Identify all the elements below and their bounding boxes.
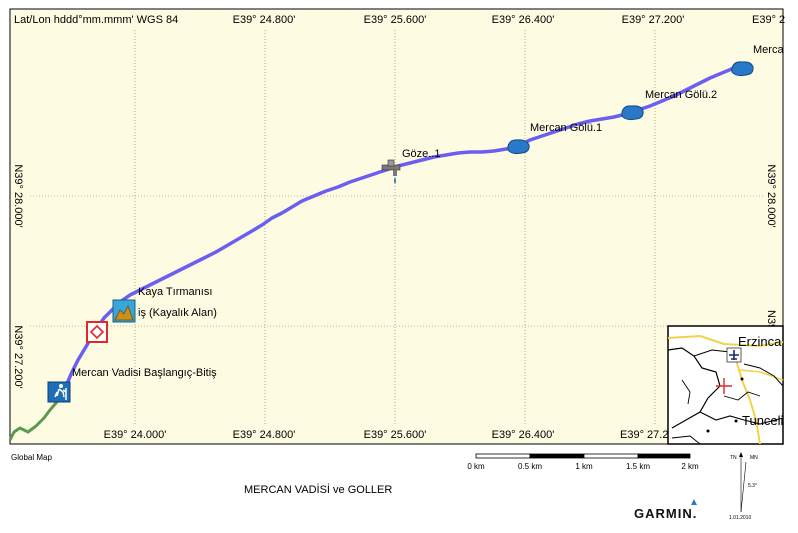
top-lon-label: E39° 25.600' — [364, 14, 427, 26]
bottom-lon-label: E39° 26.400' — [492, 429, 555, 441]
scale-label: 0 km — [467, 462, 485, 471]
waypoint-lake-3[interactable]: Merca — [731, 44, 784, 77]
inset-city-label: Tunceli — [742, 413, 784, 428]
scale-bar: 0 km 0.5 km 1 km 1.5 km 2 km — [467, 453, 699, 471]
date-label: 1.01.2010 — [729, 515, 751, 521]
waypoint-marker[interactable] — [86, 321, 108, 343]
map-title: MERCAN VADİSİ ve GOLLER — [244, 483, 392, 496]
waypoint-start[interactable]: Mercan Vadisi Başlangıç-Bitiş — [47, 367, 217, 403]
spring-faucet-icon — [381, 159, 401, 184]
magnetic-north-label: MN — [750, 455, 758, 461]
waypoint-label: Göze..1 — [402, 148, 441, 160]
waypoint-label: Mercan Gölü.2 — [645, 89, 717, 101]
bottom-lon-label: E39° 24.800' — [233, 429, 296, 441]
north-arrow: TN MN 5.3° 1.01.2010 — [729, 452, 758, 521]
lake-icon — [731, 61, 754, 77]
waypoint-lake-1[interactable]: Mercan Gölü.1 — [507, 122, 602, 155]
basemap-label: Global Map — [11, 453, 52, 462]
true-north-label: TN — [730, 455, 737, 461]
lake-icon — [621, 105, 644, 121]
map-area[interactable] — [9, 8, 784, 445]
bottom-lon-label: E39° 24.000' — [104, 429, 167, 441]
bottom-lon-label: E39° 27.2 — [620, 429, 668, 441]
lake-icon — [507, 139, 530, 155]
diamond-marker-icon — [86, 321, 108, 343]
declination-label: 5.3° — [748, 483, 757, 489]
top-lon-label: E39° 2 — [752, 14, 785, 26]
garmin-logo: GARMIN. — [634, 499, 697, 521]
waypoint-lake-2[interactable]: Mercan Gölü.2 — [621, 89, 717, 121]
waypoint-label: Kaya Tırmanısı — [138, 286, 212, 298]
waypoint-spring[interactable]: Göze..1 — [381, 148, 441, 184]
left-lat-label: N39° 27.200' — [12, 325, 24, 388]
scale-label: 1 km — [575, 462, 593, 471]
waypoint-label: iş (Kayalık Alan) — [138, 307, 217, 319]
bottom-lon-label: E39° 25.600' — [364, 429, 427, 441]
scale-label: 1.5 km — [626, 462, 650, 471]
datum-label: Lat/Lon hddd°mm.mmm' WGS 84 — [14, 14, 178, 26]
top-lon-label: E39° 24.800' — [233, 14, 296, 26]
scale-label: 2 km — [681, 462, 699, 471]
hiker-icon — [47, 381, 71, 403]
overview-inset[interactable]: Erzinca Tunceli — [667, 325, 784, 445]
right-lat-label: N39° 28.000' — [765, 164, 777, 227]
waypoint-label: Mercan Gölü.1 — [530, 122, 602, 134]
inset-city-label: Erzinca — [738, 334, 782, 349]
top-lon-label: E39° 27.200' — [622, 14, 685, 26]
waypoint-label: Merca — [753, 44, 784, 56]
scale-label: 0.5 km — [518, 462, 542, 471]
waypoint-label: Mercan Vadisi Başlangıç-Bitiş — [72, 367, 217, 379]
hiking-track[interactable] — [58, 63, 746, 400]
approach-track[interactable] — [8, 397, 62, 441]
crosshair-icon — [716, 378, 732, 394]
top-lon-label: E39° 26.400' — [492, 14, 555, 26]
lat-lon-grid — [30, 30, 763, 424]
waypoint-climbing[interactable]: Kaya Tırmanısı iş (Kayalık Alan) — [112, 286, 217, 323]
left-lat-label: N39° 28.000' — [12, 164, 24, 227]
brand-label: GARMIN. — [634, 506, 697, 521]
